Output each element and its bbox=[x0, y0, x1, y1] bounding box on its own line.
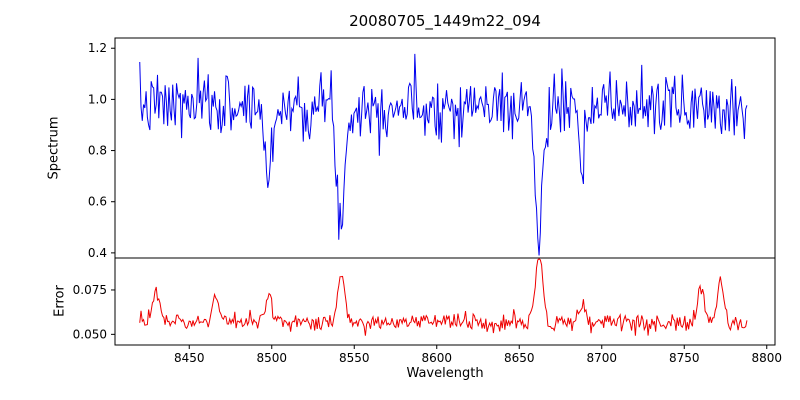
error-panel-frame bbox=[114, 257, 776, 346]
x-tick-label: 8750 bbox=[669, 351, 700, 365]
spectrum-line bbox=[139, 53, 748, 256]
x-axis-label: Wavelength bbox=[406, 366, 484, 381]
x-tick-label: 8600 bbox=[421, 351, 452, 365]
error-line bbox=[139, 258, 748, 336]
x-tick-label: 8500 bbox=[256, 351, 287, 365]
x-tick-label: 8650 bbox=[504, 351, 535, 365]
x-tick-label: 8800 bbox=[751, 351, 782, 365]
y-tick-label: 0.075 bbox=[73, 283, 107, 297]
spectrum-panel-frame bbox=[114, 37, 776, 259]
y-tick-label: 1.0 bbox=[88, 92, 107, 106]
y-tick-label: 0.8 bbox=[88, 144, 107, 158]
chart-title: 20080705_1449m22_094 bbox=[349, 12, 541, 30]
y-tick-label: 0.4 bbox=[88, 246, 107, 260]
x-tick-label: 8700 bbox=[586, 351, 617, 365]
x-tick-label: 8550 bbox=[339, 351, 370, 365]
x-tick-label: 8450 bbox=[174, 351, 205, 365]
y-tick-label: 0.6 bbox=[88, 195, 107, 209]
y-tick-label: 0.050 bbox=[73, 327, 107, 341]
y-tick-label: 1.2 bbox=[88, 41, 107, 55]
